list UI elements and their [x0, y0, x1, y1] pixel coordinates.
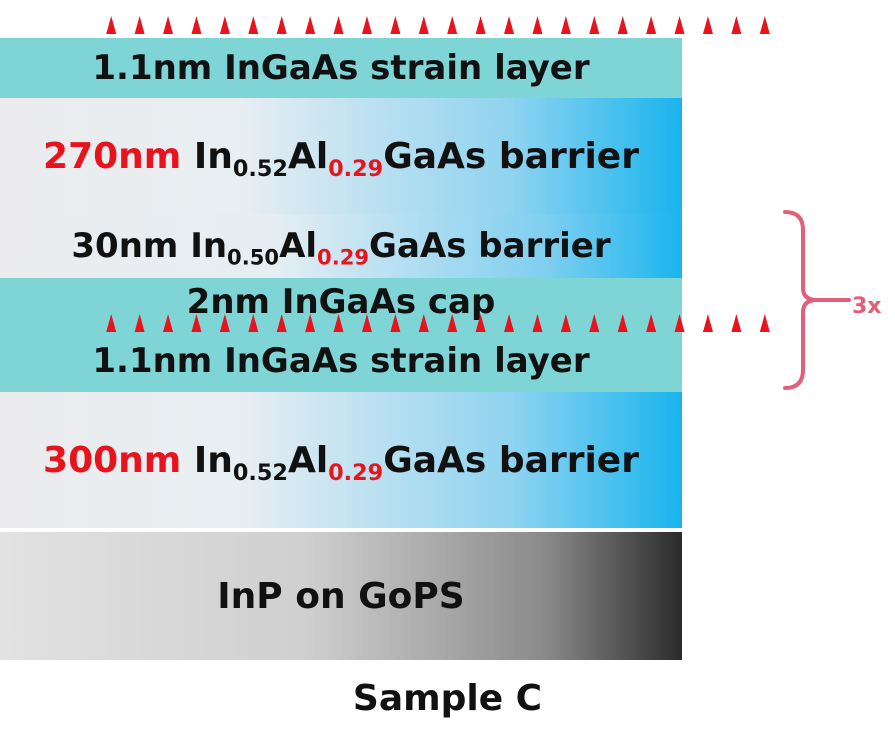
barrier-300-rest: GaAs barrier	[383, 439, 639, 481]
marker-triangle	[219, 314, 230, 332]
barrier-270-layer: 270nm In0.52Al0.29GaAs barrier	[0, 98, 682, 214]
marker-triangle	[504, 314, 515, 332]
barrier-270-thickness: 270nm	[43, 135, 182, 177]
marker-triangle	[674, 16, 685, 34]
substrate-label: InP on GoPS	[217, 575, 465, 617]
lower-strain-label: 1.1nm InGaAs strain layer	[92, 341, 590, 381]
barrier-30-al-sub: 0.29	[317, 244, 370, 270]
barrier-30-al: Al	[279, 226, 318, 266]
marker-triangle	[305, 314, 316, 332]
marker-triangle	[276, 314, 287, 332]
marker-triangle	[759, 16, 770, 34]
marker-triangle	[447, 16, 458, 34]
repeat-count-label: 3x	[852, 294, 882, 319]
marker-triangle	[333, 314, 344, 332]
marker-triangle	[248, 314, 259, 332]
middle-triangle-row	[106, 314, 770, 332]
marker-triangle	[702, 16, 713, 34]
marker-triangle	[475, 16, 486, 34]
marker-triangle	[276, 16, 287, 34]
marker-triangle	[134, 314, 145, 332]
barrier-270-in-sub: 0.52	[232, 155, 288, 182]
top-strain-layer: 1.1nm InGaAs strain layer	[0, 38, 682, 98]
middle-marker-triangles	[97, 312, 779, 334]
marker-triangle	[532, 314, 543, 332]
marker-triangle	[447, 314, 458, 332]
marker-triangle	[731, 16, 742, 34]
marker-triangle	[248, 16, 259, 34]
barrier-300-al-sub: 0.29	[328, 459, 384, 486]
barrier-30-layer: 30nm In0.50Al0.29GaAs barrier	[0, 214, 682, 278]
marker-triangle	[617, 16, 628, 34]
lower-strain-layer: 1.1nm InGaAs strain layer	[0, 330, 682, 392]
marker-triangle	[191, 16, 202, 34]
barrier-270-in: In	[193, 135, 233, 177]
repeat-brace-icon	[783, 210, 851, 390]
barrier-270-al: Al	[287, 135, 329, 177]
barrier-30-thickness: 30nm	[71, 226, 179, 266]
marker-triangle	[589, 314, 600, 332]
marker-triangle	[589, 16, 600, 34]
barrier-300-in-sub: 0.52	[232, 459, 288, 486]
marker-triangle	[731, 314, 742, 332]
top-marker-triangles	[97, 14, 779, 36]
barrier-270-rest: GaAs barrier	[383, 135, 639, 177]
marker-triangle	[134, 16, 145, 34]
marker-triangle	[163, 314, 174, 332]
top-triangle-row	[106, 16, 770, 34]
marker-triangle	[674, 314, 685, 332]
marker-triangle	[219, 16, 230, 34]
marker-triangle	[560, 16, 571, 34]
sample-caption: Sample C	[352, 678, 543, 719]
marker-triangle	[646, 16, 657, 34]
marker-triangle	[702, 314, 713, 332]
marker-triangle	[163, 16, 174, 34]
marker-triangle	[646, 314, 657, 332]
marker-triangle	[361, 16, 372, 34]
substrate-layer: InP on GoPS	[0, 532, 682, 660]
marker-triangle	[390, 16, 401, 34]
marker-triangle	[560, 314, 571, 332]
barrier-270-al-sub: 0.29	[328, 155, 384, 182]
marker-triangle	[418, 314, 429, 332]
marker-triangle	[305, 16, 316, 34]
barrier-300-layer: 300nm In0.52Al0.29GaAs barrier	[0, 392, 682, 528]
marker-triangle	[759, 314, 770, 332]
marker-triangle	[390, 314, 401, 332]
marker-triangle	[106, 314, 117, 332]
marker-triangle	[361, 314, 372, 332]
cap-label: 2nm InGaAs cap	[186, 282, 496, 322]
marker-triangle	[475, 314, 486, 332]
top-strain-label: 1.1nm InGaAs strain layer	[92, 48, 590, 88]
barrier-300-label: 300nm In0.52Al0.29GaAs barrier	[43, 439, 639, 484]
barrier-30-rest: GaAs barrier	[369, 226, 611, 266]
marker-triangle	[617, 314, 628, 332]
barrier-300-in: In	[193, 439, 233, 481]
cap-layer: 2nm InGaAs cap	[0, 278, 682, 330]
barrier-270-label: 270nm In0.52Al0.29GaAs barrier	[43, 135, 639, 180]
marker-triangle	[504, 16, 515, 34]
barrier-30-in-sub: 0.50	[227, 244, 280, 270]
marker-triangle	[532, 16, 543, 34]
marker-triangle	[333, 16, 344, 34]
barrier-300-al: Al	[287, 439, 329, 481]
marker-triangle	[106, 16, 117, 34]
marker-triangle	[191, 314, 202, 332]
marker-triangle	[418, 16, 429, 34]
barrier-30-label: 30nm In0.50Al0.29GaAs barrier	[71, 226, 611, 270]
barrier-300-thickness: 300nm	[43, 439, 182, 481]
barrier-30-in: In	[190, 226, 228, 266]
